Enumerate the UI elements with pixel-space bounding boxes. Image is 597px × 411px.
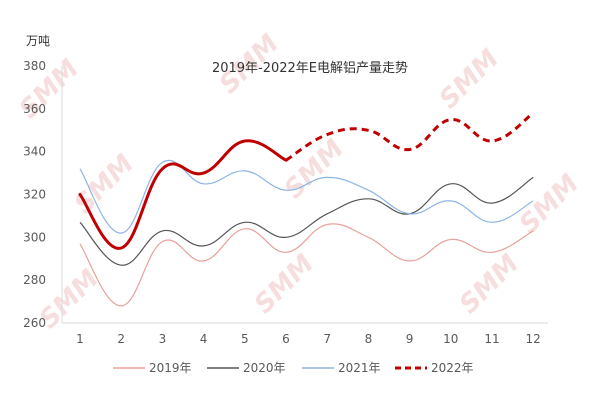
y-tick-label: 280	[23, 273, 46, 287]
legend-label: 2022年	[431, 361, 474, 375]
x-tick-label: 6	[282, 332, 290, 346]
y-tick-label: 340	[23, 145, 46, 159]
series-2020-line	[79, 176, 534, 266]
watermark-logo: SMM	[249, 249, 320, 320]
x-tick-label: 1	[76, 332, 84, 346]
watermark-logo: SMM	[454, 249, 525, 320]
series-layer	[78, 111, 535, 307]
x-tick-label: 5	[241, 332, 249, 346]
y-tick-label: 300	[23, 230, 46, 244]
series-2022-line-forecast	[285, 111, 535, 162]
x-tick-label: 12	[526, 332, 541, 346]
y-tick-label: 320	[23, 188, 46, 202]
y-axis-unit-label: 万吨	[26, 34, 51, 48]
legend-label: 2020年	[243, 361, 286, 375]
x-tick-label: 11	[484, 332, 499, 346]
watermark-logo: SMM	[69, 149, 140, 220]
y-tick-label: 260	[23, 316, 46, 330]
legend: 2019年 2020年 2021年 2022年	[113, 361, 474, 375]
x-tick-label: 2	[117, 332, 125, 346]
x-tick-label: 8	[365, 332, 373, 346]
watermark-logo: SMM	[514, 169, 585, 240]
y-tick-label: 380	[23, 59, 46, 73]
y-tick-label: 360	[23, 102, 46, 116]
legend-label: 2019年	[149, 361, 192, 375]
x-tick-label: 7	[323, 332, 331, 346]
x-tick-label: 9	[406, 332, 414, 346]
watermark-logo: SMM	[434, 44, 505, 115]
x-tick-label: 3	[159, 332, 167, 346]
series-2021-line	[79, 159, 534, 234]
legend-label: 2021年	[338, 361, 381, 375]
series-2022-line-actual	[78, 139, 288, 250]
chart-title: 2019年-2022年E电解铝产量走势	[212, 60, 408, 76]
x-tick-label: 4	[200, 332, 208, 346]
series-2019-line	[79, 223, 534, 307]
x-tick-label: 10	[443, 332, 458, 346]
watermark-logo: SMM	[279, 134, 350, 205]
